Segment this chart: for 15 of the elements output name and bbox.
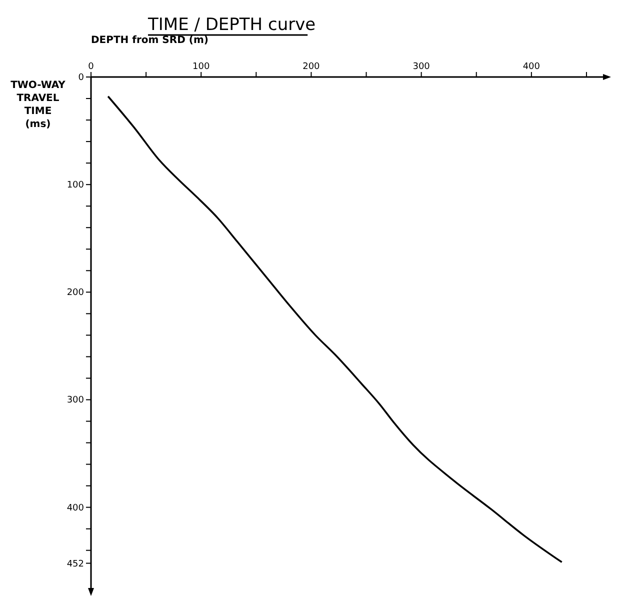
y-tick-label: 100 xyxy=(66,180,84,191)
y-tick-label: 400 xyxy=(66,503,84,514)
y-tick-label: 452 xyxy=(66,559,84,570)
x-tick-label: 400 xyxy=(522,62,540,72)
chart-title: TIME / DEPTH curve xyxy=(147,15,316,35)
x-tick-label: 200 xyxy=(302,62,320,72)
x-tick-label: 0 xyxy=(88,62,94,72)
x-tick-label: 300 xyxy=(412,62,430,72)
y-tick-label: 200 xyxy=(66,288,84,298)
line-series xyxy=(107,95,563,564)
x-axis-title: DEPTH from SRD (m) xyxy=(91,35,208,46)
y-tick-label: 300 xyxy=(66,396,84,406)
x-tick-label: 100 xyxy=(192,62,210,72)
y-tick-label: 0 xyxy=(78,73,84,83)
y-axis-title: TWO-WAY TRAVEL TIME (ms) xyxy=(10,80,66,130)
